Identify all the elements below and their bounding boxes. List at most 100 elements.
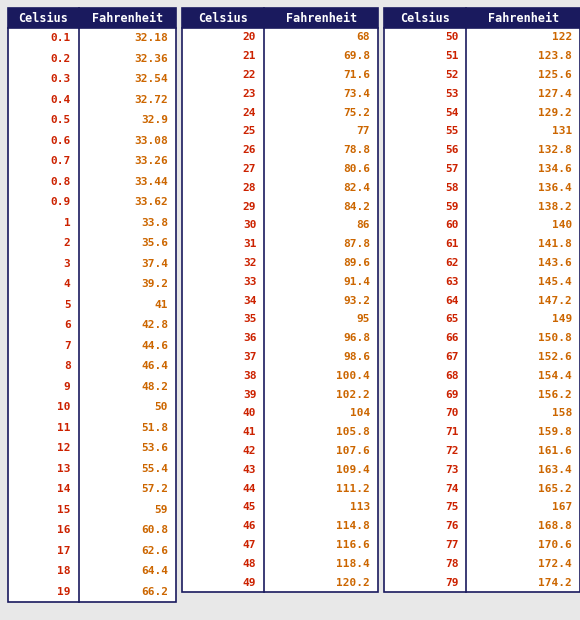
Text: 33.08: 33.08 — [134, 136, 168, 146]
Text: 41: 41 — [154, 299, 168, 310]
Text: 66.2: 66.2 — [141, 587, 168, 596]
Text: 120.2: 120.2 — [336, 578, 370, 588]
Text: 77: 77 — [445, 540, 458, 550]
Text: 37.4: 37.4 — [141, 259, 168, 268]
Text: 104: 104 — [350, 409, 370, 419]
Text: 65: 65 — [445, 314, 458, 324]
Text: 161.6: 161.6 — [538, 446, 572, 456]
Text: 127.4: 127.4 — [538, 89, 572, 99]
Text: 50: 50 — [154, 402, 168, 412]
Text: 45: 45 — [243, 502, 256, 512]
Text: 70: 70 — [445, 409, 458, 419]
Text: 0.3: 0.3 — [50, 74, 71, 84]
Text: 2: 2 — [64, 238, 71, 248]
Text: 31: 31 — [243, 239, 256, 249]
Text: 68: 68 — [357, 32, 370, 42]
Text: 86: 86 — [357, 220, 370, 231]
Text: 123.8: 123.8 — [538, 51, 572, 61]
Text: Fahrenheit: Fahrenheit — [285, 12, 357, 25]
Text: 21: 21 — [243, 51, 256, 61]
Text: 95: 95 — [357, 314, 370, 324]
Text: 77: 77 — [357, 126, 370, 136]
Text: 41: 41 — [243, 427, 256, 437]
Text: 15: 15 — [57, 505, 71, 515]
Text: 18: 18 — [57, 566, 71, 576]
Text: Fahrenheit: Fahrenheit — [92, 12, 163, 25]
Text: 29: 29 — [243, 202, 256, 211]
Text: 96.8: 96.8 — [343, 333, 370, 343]
Text: 56: 56 — [445, 145, 458, 155]
Text: 6: 6 — [64, 321, 71, 330]
Text: 114.8: 114.8 — [336, 521, 370, 531]
Text: 55.4: 55.4 — [141, 464, 168, 474]
Text: 20: 20 — [243, 32, 256, 42]
Text: 33: 33 — [243, 277, 256, 287]
Text: 150.8: 150.8 — [538, 333, 572, 343]
Text: 50: 50 — [445, 32, 458, 42]
Text: 26: 26 — [243, 145, 256, 155]
Text: 23: 23 — [243, 89, 256, 99]
Text: 12: 12 — [57, 443, 71, 453]
Text: 98.6: 98.6 — [343, 352, 370, 362]
Text: 0.2: 0.2 — [50, 54, 71, 64]
Text: 44: 44 — [243, 484, 256, 494]
Text: 138.2: 138.2 — [538, 202, 572, 211]
Text: 10: 10 — [57, 402, 71, 412]
Text: 170.6: 170.6 — [538, 540, 572, 550]
Text: 100.4: 100.4 — [336, 371, 370, 381]
Text: Celsius: Celsius — [19, 12, 68, 25]
Text: 3: 3 — [64, 259, 71, 268]
Text: 57: 57 — [445, 164, 458, 174]
Text: 63: 63 — [445, 277, 458, 287]
Text: 60: 60 — [445, 220, 458, 231]
Text: 0.8: 0.8 — [50, 177, 71, 187]
Text: 122: 122 — [552, 32, 572, 42]
Text: 43: 43 — [243, 465, 256, 475]
Text: 80.6: 80.6 — [343, 164, 370, 174]
Text: 125.6: 125.6 — [538, 70, 572, 80]
Text: 52: 52 — [445, 70, 458, 80]
Text: 42.8: 42.8 — [141, 321, 168, 330]
Bar — [384, 8, 580, 592]
Text: 30: 30 — [243, 220, 256, 231]
Text: 78.8: 78.8 — [343, 145, 370, 155]
Text: 109.4: 109.4 — [336, 465, 370, 475]
Bar — [8, 8, 176, 602]
Text: 91.4: 91.4 — [343, 277, 370, 287]
Text: 79: 79 — [445, 578, 458, 588]
Text: Celsius: Celsius — [198, 12, 248, 25]
Text: 59: 59 — [445, 202, 458, 211]
Text: 62.6: 62.6 — [141, 546, 168, 556]
Text: 118.4: 118.4 — [336, 559, 370, 569]
Text: 102.2: 102.2 — [336, 389, 370, 400]
Text: 32.9: 32.9 — [141, 115, 168, 125]
Text: 158: 158 — [552, 409, 572, 419]
Text: 141.8: 141.8 — [538, 239, 572, 249]
Text: 67: 67 — [445, 352, 458, 362]
Text: 46: 46 — [243, 521, 256, 531]
Text: 134.6: 134.6 — [538, 164, 572, 174]
Text: 73.4: 73.4 — [343, 89, 370, 99]
Text: 53.6: 53.6 — [141, 443, 168, 453]
Text: 66: 66 — [445, 333, 458, 343]
Text: 172.4: 172.4 — [538, 559, 572, 569]
Text: 51.8: 51.8 — [141, 423, 168, 433]
Text: 159.8: 159.8 — [538, 427, 572, 437]
Text: 64.4: 64.4 — [141, 566, 168, 576]
Text: 154.4: 154.4 — [538, 371, 572, 381]
Text: 71.6: 71.6 — [343, 70, 370, 80]
Text: 76: 76 — [445, 521, 458, 531]
Text: 53: 53 — [445, 89, 458, 99]
Text: 48.2: 48.2 — [141, 382, 168, 392]
Text: 54: 54 — [445, 108, 458, 118]
Text: 48: 48 — [243, 559, 256, 569]
Text: 89.6: 89.6 — [343, 258, 370, 268]
Text: 69.8: 69.8 — [343, 51, 370, 61]
Text: 32: 32 — [243, 258, 256, 268]
Text: 16: 16 — [57, 525, 71, 535]
Text: 73: 73 — [445, 465, 458, 475]
Text: 17: 17 — [57, 546, 71, 556]
Text: 5: 5 — [64, 299, 71, 310]
Text: 33.44: 33.44 — [134, 177, 168, 187]
Text: 38: 38 — [243, 371, 256, 381]
